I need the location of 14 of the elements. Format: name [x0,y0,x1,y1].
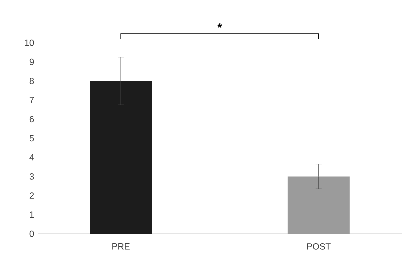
y-tick-label: 2 [30,192,34,199]
y-tick-label: 0 [30,230,34,238]
y-tick-label: 8 [30,78,34,84]
y-tick-label: 5 [30,135,34,142]
text: * [218,24,222,28]
y-tick-label: 9 [30,58,34,66]
y-tick-label: 3 [30,174,34,180]
x-tick-label: POST [307,244,331,250]
y-tick-label: 1 [30,212,34,218]
y-tick-label: 7 [30,97,34,104]
x-tick-label: PRE [112,244,130,250]
y-tick-label: 4 [30,154,34,161]
y-tick-label: 10 [25,40,34,46]
y-tick-label: 6 [30,116,34,123]
